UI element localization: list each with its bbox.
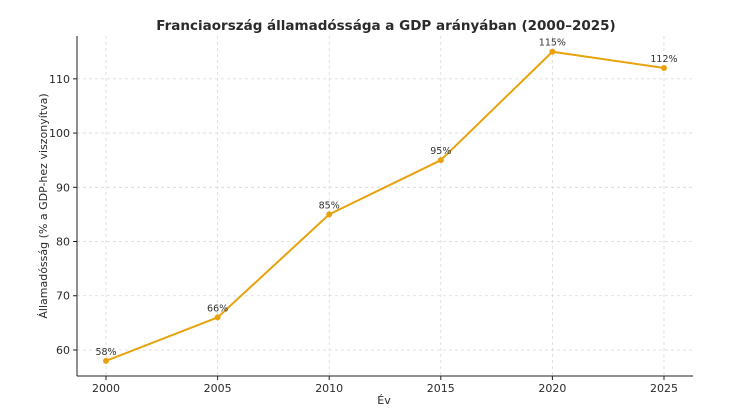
y-tick-label: 80: [56, 236, 70, 249]
data-point: [103, 357, 110, 364]
chart-title: Franciaország államadóssága a GDP arányá…: [156, 18, 615, 34]
data-point: [549, 48, 556, 55]
y-tick-label: 60: [56, 344, 70, 357]
y-axis-label: Államadósság (% a GDP-hez viszonyítva): [37, 93, 50, 318]
data-point: [326, 211, 333, 218]
x-tick-label: 2005: [204, 382, 232, 395]
data-point: [660, 64, 667, 71]
y-tick-label: 110: [49, 73, 70, 86]
data-point: [437, 157, 444, 164]
data-label: 112%: [650, 54, 677, 65]
x-tick-label: 2025: [650, 382, 678, 395]
data-label: 115%: [539, 38, 566, 49]
x-tick-label: 2015: [427, 382, 455, 395]
series-layer: [103, 48, 667, 364]
data-label: 66%: [207, 303, 228, 314]
grid: [77, 36, 693, 376]
axes: 60 70 80 90 100 110 2000 2005 2010 2015 2020 2025: [49, 36, 693, 395]
x-tick-label: 2010: [315, 382, 343, 395]
x-axis-label: Év: [377, 394, 391, 407]
data-label: 58%: [95, 347, 116, 358]
data-label: 85%: [319, 200, 340, 211]
y-tick-label: 100: [49, 127, 70, 140]
y-tick-label: 70: [56, 290, 70, 303]
data-label: 95%: [430, 146, 451, 157]
series-line: [105, 50, 665, 362]
y-tick-label: 90: [56, 181, 70, 194]
data-point: [214, 314, 221, 321]
x-tick-label: 2000: [92, 382, 120, 395]
data-labels: 58% 66% 85% 95% 115% 112%: [95, 38, 677, 358]
x-tick-label: 2020: [538, 382, 566, 395]
